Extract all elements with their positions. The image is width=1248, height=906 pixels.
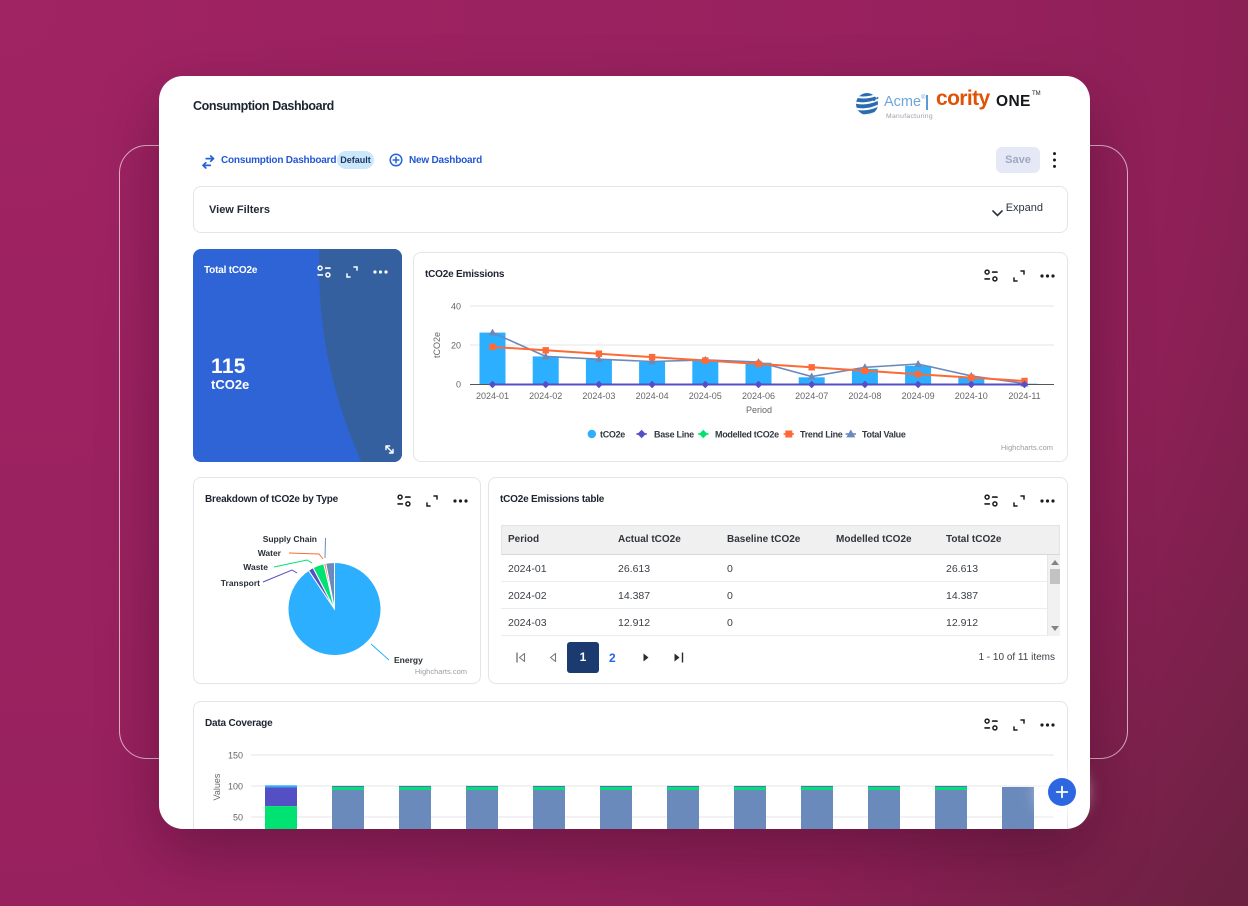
svg-text:40: 40 [451,302,461,312]
svg-text:Values: Values [212,773,222,800]
svg-text:2024-02: 2024-02 [529,391,562,401]
svg-text:Supply Chain: Supply Chain [263,534,317,544]
svg-text:2024-08: 2024-08 [848,391,881,401]
svg-text:Modelled tCO2e: Modelled tCO2e [715,430,779,440]
svg-text:2024-10: 2024-10 [955,391,988,401]
svg-text:2024-01: 2024-01 [476,391,509,401]
svg-text:Period: Period [746,405,772,415]
svg-text:0: 0 [456,380,461,390]
svg-text:2024-11: 2024-11 [1008,391,1040,401]
svg-text:2024-09: 2024-09 [902,391,935,401]
svg-text:50: 50 [233,813,243,823]
svg-text:tCO2e: tCO2e [432,332,442,358]
svg-text:100: 100 [228,782,243,792]
svg-text:2024-04: 2024-04 [636,391,669,401]
svg-text:Base Line: Base Line [654,430,694,440]
svg-text:Waste: Waste [243,562,268,572]
svg-text:150: 150 [228,751,243,761]
svg-text:2024-05: 2024-05 [689,391,722,401]
svg-text:tCO2e: tCO2e [600,430,625,440]
svg-text:Energy: Energy [394,655,423,665]
svg-text:Water: Water [258,548,282,558]
svg-text:Trend Line: Trend Line [800,430,843,440]
svg-text:Total Value: Total Value [862,430,906,440]
svg-text:2024-03: 2024-03 [582,391,615,401]
svg-text:2024-06: 2024-06 [742,391,775,401]
svg-text:20: 20 [451,341,461,351]
svg-text:Transport: Transport [221,578,260,588]
svg-text:2024-07: 2024-07 [795,391,828,401]
